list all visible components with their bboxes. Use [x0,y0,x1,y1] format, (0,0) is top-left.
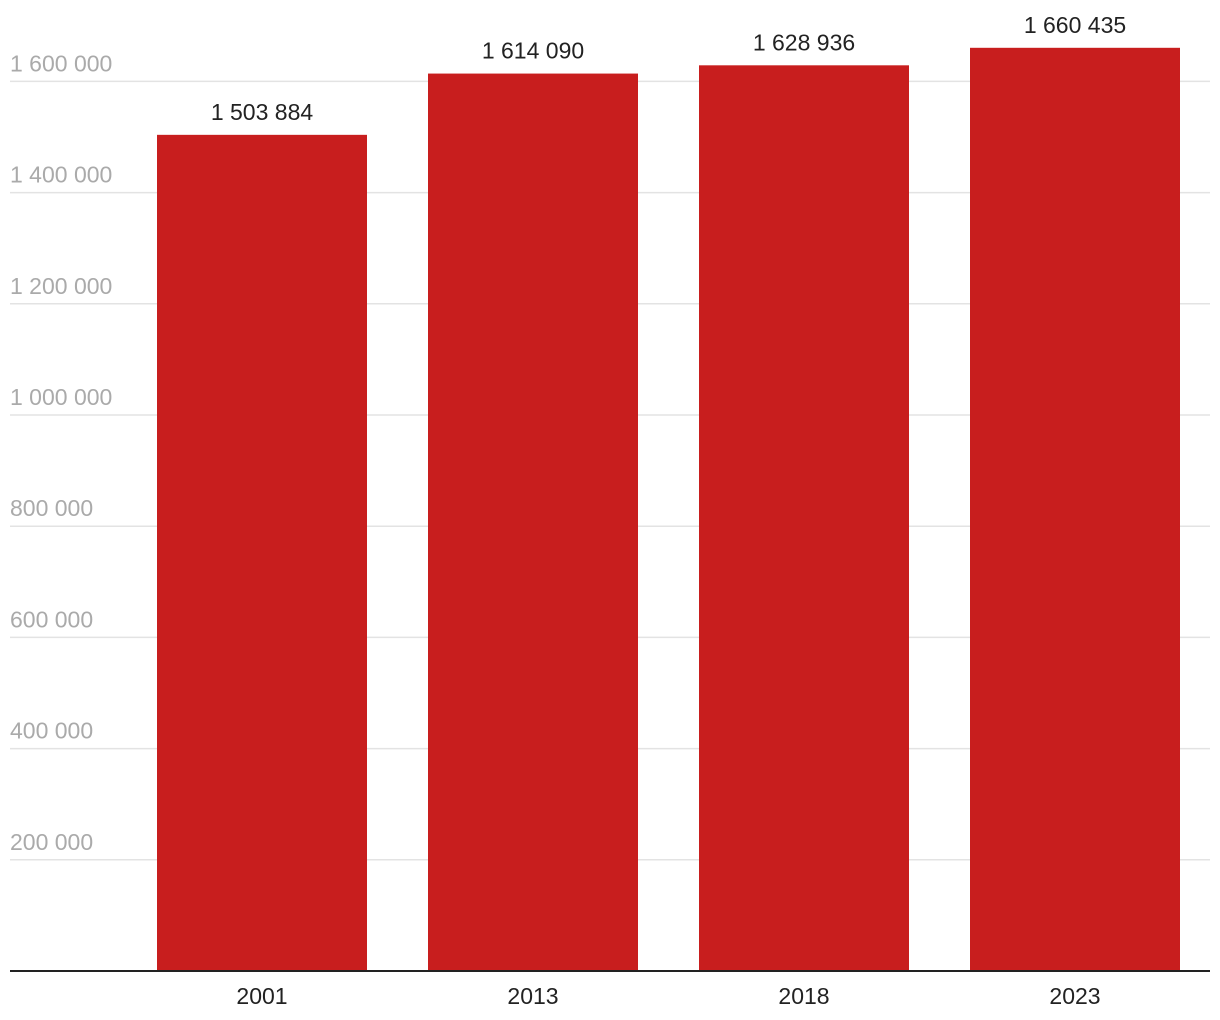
y-tick-label: 1 600 000 [10,50,112,76]
data-label: 1 503 884 [211,99,314,125]
y-tick-label: 1 000 000 [10,384,112,410]
y-tick-label: 1 400 000 [10,162,112,188]
y-tick-label: 200 000 [10,829,93,855]
x-axis-tick-labels: 2001 2013 2018 2023 [236,983,1100,1009]
data-label: 1 628 936 [753,29,855,55]
y-tick-label: 400 000 [10,718,93,744]
data-label: 1 614 090 [482,38,584,64]
x-tick-label: 2001 [236,983,287,1009]
x-tick-label: 2023 [1049,983,1100,1009]
y-axis-tick-labels: 200 000 400 000 600 000 800 000 1 000 000 1 2… [10,50,112,854]
data-label: 1 660 435 [1024,12,1126,38]
bar-2013 [428,73,638,971]
x-tick-label: 2018 [778,983,829,1009]
bar-2023 [970,47,1180,971]
x-tick-label: 2013 [507,983,558,1009]
bar-2018 [699,65,909,971]
bars [157,47,1180,971]
y-tick-label: 600 000 [10,606,93,632]
y-tick-label: 800 000 [10,495,93,521]
data-labels: 1 503 884 1 614 090 1 628 936 1 660 435 [211,12,1126,125]
bar-2001 [157,134,367,971]
y-tick-label: 1 200 000 [10,273,112,299]
